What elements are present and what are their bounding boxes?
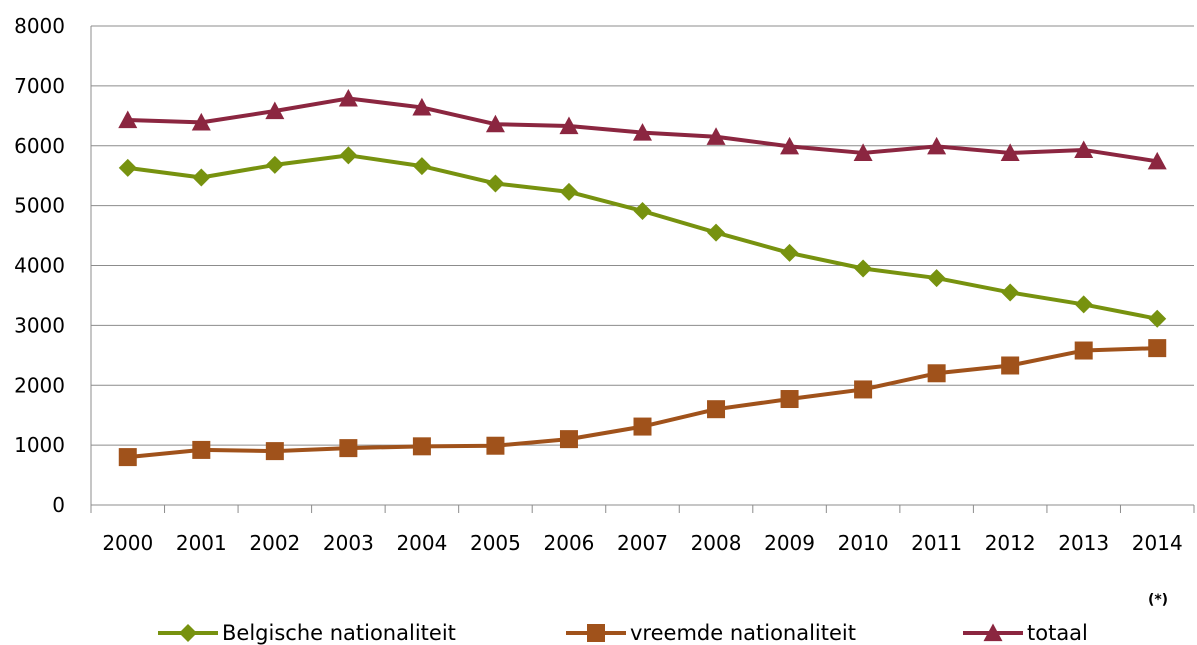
series-2 [118,339,1167,467]
data-point [265,155,284,174]
y-tick-label: 7000 [14,74,65,98]
data-point [486,436,505,455]
x-tick-label: 2004 [396,531,447,555]
legend-label: vreemde nationaliteit [630,621,856,645]
data-point [927,136,947,155]
data-point [192,168,211,187]
data-point [854,380,873,399]
data-point [192,440,211,459]
data-point [780,136,800,155]
data-point [633,417,652,436]
x-tick-label: 2003 [323,531,374,555]
legend-marker [587,624,605,642]
data-point [1001,283,1020,302]
last-category-note: (*) [1148,592,1168,608]
y-tick-label: 3000 [14,313,65,337]
data-point [1074,295,1093,314]
data-point [633,123,652,141]
x-tick-label: 2005 [470,531,521,555]
data-point [633,202,652,221]
data-point [854,259,873,278]
x-tick-label: 2007 [617,531,668,555]
data-point [339,439,358,458]
x-tick-label: 2012 [985,531,1036,555]
series-group [118,88,1167,467]
series-line [127,153,1158,321]
x-tick-label: 2013 [1058,531,1109,555]
legend-marker [179,624,197,642]
y-tick-label: 5000 [14,194,65,218]
data-point [338,88,358,107]
legend-item-3: totaal [963,621,1088,645]
data-point [780,390,799,409]
data-point [559,430,578,449]
data-point [927,364,946,383]
data-point [707,223,726,242]
y-tick-label: 8000 [14,14,65,38]
data-point [339,146,358,165]
data-point [1074,140,1094,159]
data-point [853,143,873,162]
gridlines [91,25,1194,446]
data-point [412,97,432,116]
y-tick-label: 4000 [14,254,65,278]
legend-item-1: Belgische nationaliteit [158,621,456,645]
x-tick-label: 2001 [176,531,227,555]
y-tick-label: 6000 [14,134,65,158]
x-tick-label: 2010 [838,531,889,555]
y-tick-label: 1000 [14,433,65,457]
data-point [1000,143,1020,162]
data-point [559,116,579,135]
x-tick-label: 2009 [764,531,815,555]
data-point [265,101,285,120]
data-point [265,442,284,461]
data-point [118,110,138,129]
data-point [191,112,211,131]
y-tick-label: 0 [52,493,65,517]
y-tick-label: 2000 [14,373,65,397]
data-point [118,158,137,177]
x-tick-label: 2008 [691,531,742,555]
data-point [780,243,799,262]
data-point [706,127,726,145]
series-3 [118,88,1167,170]
x-tick-label: 2014 [1132,531,1183,555]
series-1 [118,146,1167,328]
axes: 0 1000 2000 3000 4000 5000 6000 7000 8000 2000 200… [14,14,1195,555]
data-point [1148,339,1167,358]
x-tick-label: 2011 [911,531,962,555]
data-point [486,174,505,193]
x-tick-label: 2000 [102,531,153,555]
legend-label: Belgische nationaliteit [222,621,456,645]
data-point [412,157,431,176]
x-tick-label: 2006 [544,531,595,555]
data-point [1148,309,1167,328]
data-point [118,448,137,467]
x-tick-label: 2002 [249,531,300,555]
data-point [1001,356,1020,375]
data-point [559,182,578,201]
legend-label: totaal [1027,621,1088,645]
legend-marker [983,623,1003,642]
data-point [927,269,946,288]
legend: Belgische nationaliteit vreemde nationali… [158,621,1088,645]
data-point [1074,341,1093,360]
data-point [412,437,431,456]
legend-item-2: vreemde nationaliteit [566,621,856,645]
data-point [707,400,726,419]
data-point [1147,151,1167,170]
data-point [485,114,505,133]
